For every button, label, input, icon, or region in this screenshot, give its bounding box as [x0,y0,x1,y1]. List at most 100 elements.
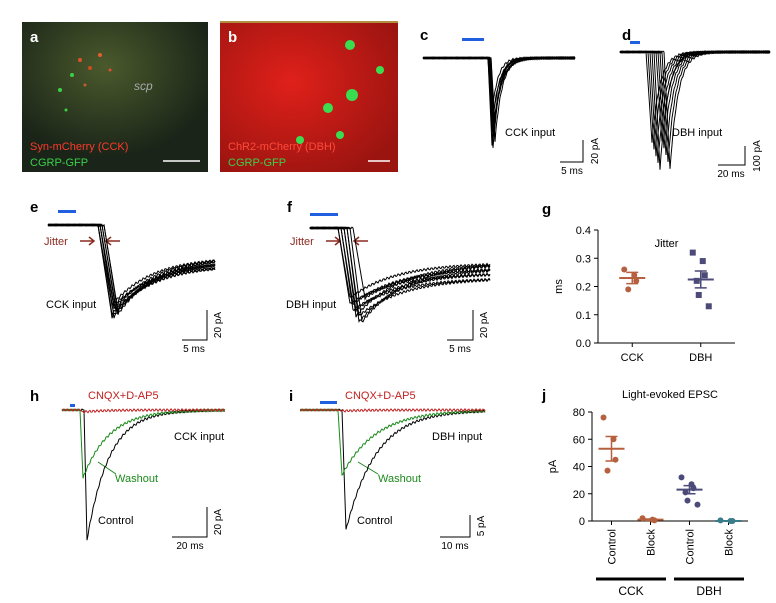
y-tick-label: 40 [573,462,585,474]
stain-label: Syn-mCherry (CCK) [30,141,128,153]
trace [619,49,771,157]
trace [422,55,576,148]
x-tick-label: CCK [621,352,645,364]
washout-label: Washout [378,473,421,485]
panel-label: b [228,29,237,46]
chart-title: Jitter [655,238,679,250]
x-tick-label: Block [724,529,736,556]
error-bar [605,435,618,462]
x-tick-label: DBH [689,352,712,364]
trace [619,49,771,170]
y-tick-label: 0.4 [576,225,591,237]
scale-label: 20 pA [213,312,224,338]
light-pulse [70,404,75,407]
scale-label: 20 pA [590,138,601,164]
jitter-label: Jitter [44,236,68,248]
dot [705,303,712,310]
error-bar [722,519,735,523]
scale-bar [447,310,474,341]
micrograph-b [220,22,398,172]
error-bar [694,270,707,289]
jitter-arrows [326,236,368,246]
panel-label: g [542,201,551,218]
jitter-arrows [80,236,120,246]
dot [604,467,611,474]
y-tick-label: 80 [573,407,585,419]
stain-label: CGRP-GFP [30,157,88,169]
dot [600,414,607,421]
scale-bar [560,140,584,163]
scale-label: 5 ms [561,166,583,177]
micrograph-a [22,22,208,172]
dot [633,277,640,284]
scale-label: 20 ms [717,169,744,180]
dot [621,266,628,273]
scale-bar [172,507,208,538]
control-label: Control [357,515,392,527]
trace [619,49,771,169]
trace [422,55,576,137]
dot [694,501,701,508]
scale-bar [718,146,746,166]
y-axis-label: ms [553,279,565,294]
pointer [97,461,117,475]
region-label: scp [134,79,153,93]
control-label: Control [98,515,133,527]
x-tick-label: Control [685,529,697,564]
stain-label: ChR2-mCherry (DBH) [228,141,336,153]
input-label: DBH input [432,431,482,443]
trace [309,226,491,299]
chart-title: Light-evoked EPSC [622,389,718,401]
scale-label: 20 pA [213,509,224,535]
scale-bar [440,515,471,538]
y-tick-label: 20 [573,489,585,501]
trace [47,223,216,319]
scale-label: 5 ms [183,344,205,355]
y-axis-label: pA [547,459,559,473]
trace [61,407,226,414]
light-pulse [462,38,484,41]
panel-label: d [622,27,631,44]
scale-label: 100 pA [752,140,763,172]
dot [625,286,632,293]
washout-label: Washout [115,473,158,485]
input-label: CCK input [505,127,555,139]
x-tick-label: Block [646,529,658,556]
trace [299,407,486,413]
scale-label: 5 pA [476,515,487,536]
input-label: CCK input [174,431,224,443]
panel-label: i [289,388,293,405]
y-tick-label: 0.3 [576,253,591,265]
dot [701,272,708,279]
trace [299,408,486,530]
light-pulse [320,401,337,404]
trace [309,226,491,323]
panel-label: h [30,388,39,405]
input-label: DBH input [672,127,722,139]
scale-label: 5 ms [449,344,471,355]
scale-label: 20 pA [479,312,490,338]
dot [695,291,702,298]
dot [684,497,691,504]
group-label: DBH [696,584,721,598]
light-pulse [310,213,338,216]
panel-label: e [30,199,38,216]
group-label: CCK [618,584,643,598]
jitter-label: Jitter [290,236,314,248]
trace [619,49,771,162]
stain-label: CGRP-GFP [228,157,286,169]
trace [61,408,226,479]
panel-label: f [287,199,293,216]
x-tick-label: Control [607,529,619,564]
error-bar [644,518,657,522]
y-tick-label: 60 [573,434,585,446]
y-tick-label: 0.0 [576,338,591,350]
cell-dots [58,53,112,112]
light-pulse [58,210,76,213]
trace [619,49,771,156]
error-bar [626,271,639,285]
panel-label: a [30,29,39,46]
scale-bar [182,310,208,341]
trace [422,55,576,121]
